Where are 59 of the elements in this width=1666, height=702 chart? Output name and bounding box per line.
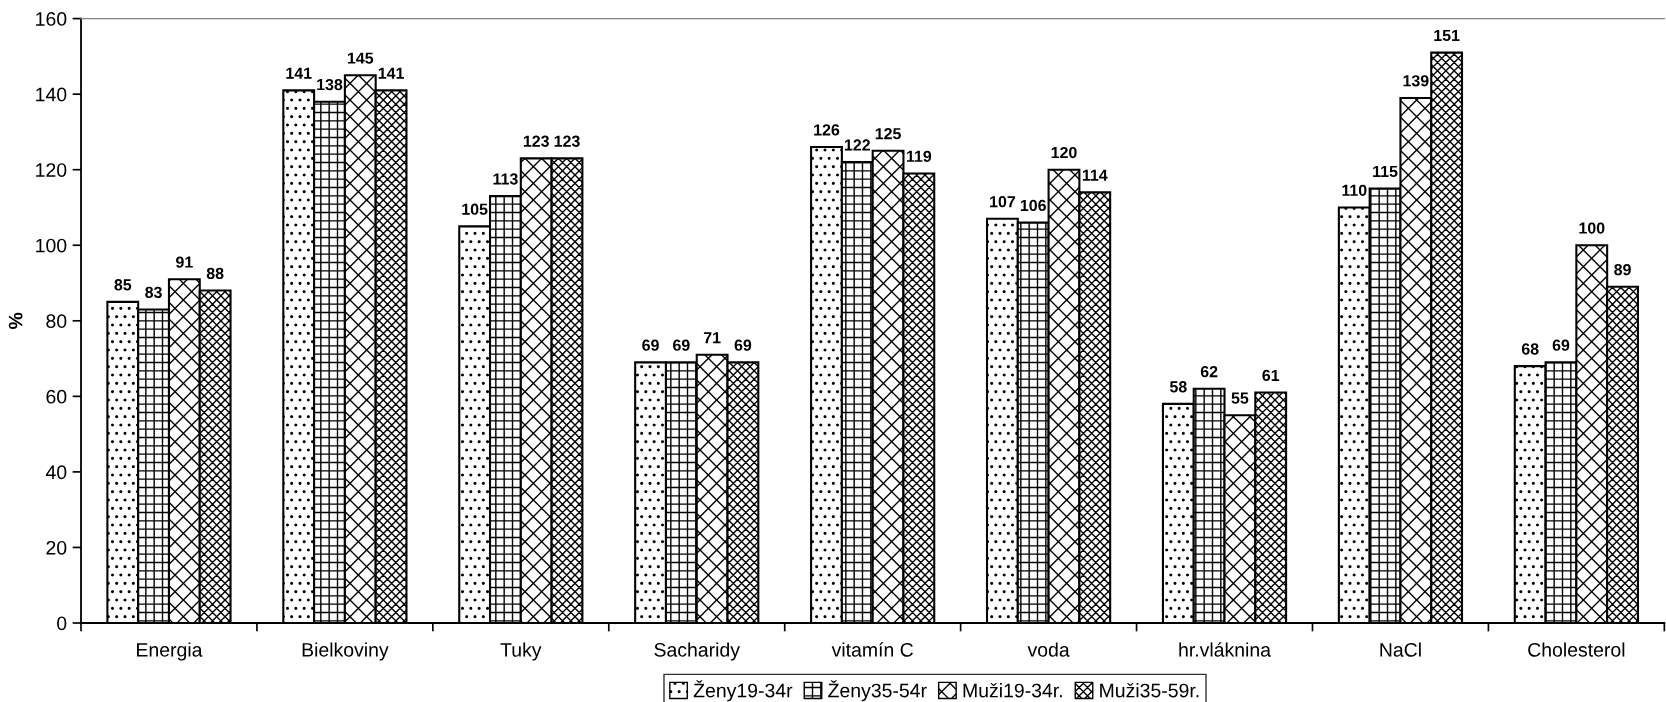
data-label: 120 (1051, 146, 1077, 159)
x-tick-label: vitamín C (831, 642, 913, 657)
y-tick-label: 120 (36, 163, 67, 177)
x-tick-label: Bielkoviny (302, 642, 389, 661)
data-label: 89 (1614, 264, 1631, 276)
y-axis-title: % (8, 312, 23, 329)
data-label: 88 (206, 267, 224, 280)
legend-label: Muži35-59r. (1100, 683, 1199, 698)
data-label: 71 (703, 332, 721, 344)
data-label: 69 (734, 339, 752, 351)
data-label: 139 (1403, 75, 1429, 87)
y-tick-label: 80 (46, 314, 67, 329)
data-label: 69 (1552, 339, 1570, 351)
data-label: 115 (1373, 165, 1398, 178)
data-label: 61 (1262, 369, 1280, 382)
data-label: 100 (1579, 222, 1605, 234)
data-label: 91 (176, 256, 193, 268)
data-label: 55 (1231, 392, 1249, 404)
x-tick-label: Cholesterol (1528, 642, 1625, 657)
data-label: 69 (673, 339, 690, 351)
x-tick-label: NaCl (1380, 642, 1421, 657)
data-label: 151 (1434, 29, 1460, 42)
data-label: 122 (844, 139, 870, 151)
data-label: 69 (642, 339, 659, 351)
x-tick-label: Sacharidy (654, 642, 740, 661)
data-label: 85 (114, 279, 132, 291)
data-label: 119 (906, 150, 932, 162)
data-label: 83 (145, 286, 162, 298)
x-tick-label: Tuky (500, 642, 542, 661)
data-label: 126 (814, 124, 840, 136)
data-label: 106 (1020, 199, 1046, 212)
x-tick-label: Energia (137, 642, 203, 661)
data-label: 62 (1200, 365, 1218, 378)
data-label: 123 (523, 135, 549, 147)
legend-label: Ženy35-54r (828, 680, 927, 702)
legend-label: Ženy19-34r (693, 680, 793, 702)
data-label: 107 (990, 196, 1016, 208)
y-tick-label: 60 (46, 389, 67, 404)
y-tick-label: 140 (36, 87, 67, 102)
data-label: 141 (286, 67, 312, 79)
data-label: 113 (493, 173, 518, 185)
y-tick-label: 100 (36, 238, 67, 253)
y-tick-label: 40 (45, 465, 67, 480)
y-tick-label: 20 (46, 540, 67, 555)
data-label: 141 (378, 67, 404, 79)
y-tick-label: 160 (36, 12, 67, 26)
x-tick-label: voda (1027, 642, 1070, 657)
data-label: 138 (317, 78, 343, 91)
x-tick-label: hr.vláknina (1179, 642, 1271, 657)
y-tick-label: 0 (57, 616, 67, 631)
legend-label: Muži19-34r. (963, 683, 1062, 698)
data-label: 145 (347, 52, 374, 64)
data-label: 105 (462, 203, 488, 215)
data-label: 123 (554, 135, 580, 147)
data-label: 68 (1521, 343, 1539, 355)
data-label: 125 (875, 128, 901, 140)
data-label: 110 (1342, 184, 1367, 196)
data-label: 114 (1082, 169, 1108, 181)
data-label: 58 (1169, 381, 1187, 393)
